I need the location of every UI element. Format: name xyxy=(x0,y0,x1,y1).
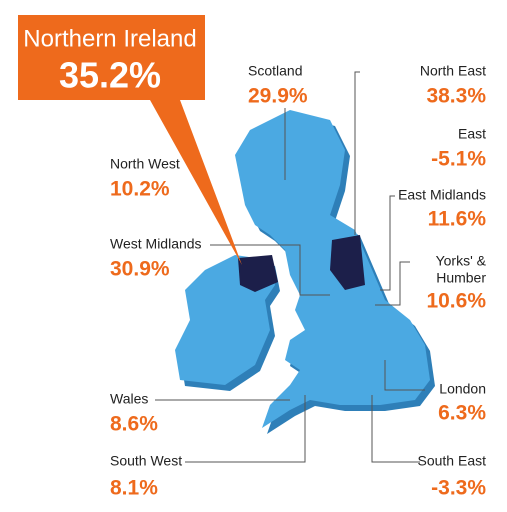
region-name: East Midlands xyxy=(398,187,486,203)
region-value: 8.1% xyxy=(110,477,158,500)
region-value: 38.3% xyxy=(426,85,486,108)
region-value: -3.3% xyxy=(431,477,486,500)
callout: Northern Ireland 35.2% xyxy=(18,15,242,265)
region-value: -5.1% xyxy=(431,148,486,171)
callout-value: 35.2% xyxy=(59,55,161,96)
region-value: 10.2% xyxy=(110,178,170,201)
region-name: Wales xyxy=(110,391,148,407)
region-name: London xyxy=(439,381,486,397)
region-value: 11.6% xyxy=(428,208,487,231)
map xyxy=(175,110,435,434)
leader-lines xyxy=(155,71,425,463)
region-value: 10.6% xyxy=(426,290,486,313)
callout-name: Northern Ireland xyxy=(23,25,196,52)
region-value: 30.9% xyxy=(110,258,170,281)
region-name: Humber xyxy=(436,270,486,286)
region-name: Scotland xyxy=(248,63,302,79)
region-value: 29.9% xyxy=(248,85,308,108)
region-name: North West xyxy=(110,156,180,172)
region-name: North East xyxy=(420,63,486,79)
region-name: West Midlands xyxy=(110,236,202,252)
region-value: 6.3% xyxy=(438,402,486,425)
region-name: South East xyxy=(418,453,487,469)
region-name: South West xyxy=(110,453,182,469)
region-name: Yorks' & xyxy=(436,253,487,269)
region-value: 8.6% xyxy=(110,413,158,436)
region-name: East xyxy=(458,126,486,142)
